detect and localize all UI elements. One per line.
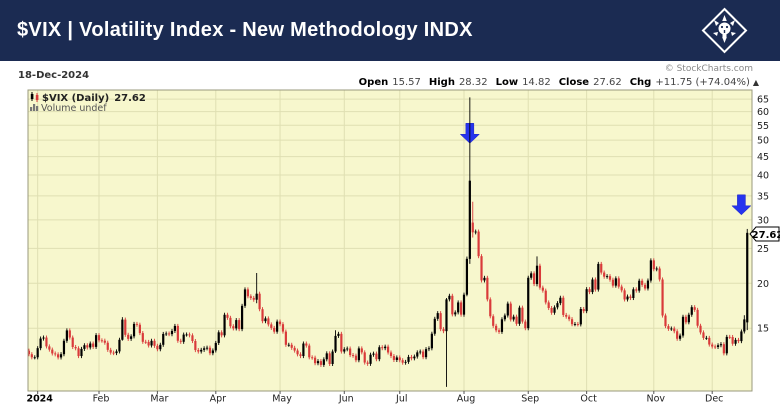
svg-text:Dec: Dec: [705, 394, 723, 405]
svg-text:$VIX (Daily)27.62: $VIX (Daily) 27.62: [42, 93, 146, 104]
svg-text:50: 50: [757, 136, 769, 147]
candlestick-series: [27, 97, 749, 387]
svg-text:Feb: Feb: [93, 394, 110, 405]
plot-area: [28, 90, 752, 391]
svg-text:15: 15: [757, 324, 769, 335]
svg-text:20: 20: [757, 279, 769, 290]
svg-text:Jul: Jul: [395, 394, 407, 405]
svg-text:May: May: [272, 394, 292, 405]
plot-border: [27, 89, 753, 392]
svg-text:60: 60: [757, 107, 769, 118]
page-title: $VIX | Volatility Index - New Methodolog…: [17, 19, 473, 41]
svg-text:35: 35: [757, 191, 769, 202]
volume-label: Volume undef: [41, 103, 107, 114]
chart-date: 18-Dec-2024: [18, 70, 89, 81]
grid-lines: [28, 90, 752, 391]
svg-text:Apr: Apr: [210, 394, 227, 405]
ohlc-summary: Open 15.57 High 28.32 Low 14.82 Close 27.62 Chg +…: [359, 77, 760, 88]
candlestick-icon: [30, 92, 39, 102]
svg-text:30: 30: [757, 215, 769, 226]
svg-text:Nov: Nov: [647, 394, 666, 405]
volume-bars-icon: [30, 104, 39, 111]
svg-text:45: 45: [757, 152, 769, 163]
copyright: © StockCharts.com: [665, 64, 753, 74]
svg-text:25: 25: [757, 244, 769, 255]
svg-text:Sep: Sep: [521, 394, 539, 405]
svg-text:Mar: Mar: [150, 394, 168, 405]
lion-glyph: [713, 15, 736, 43]
x-axis: 2024 Feb Mar Apr May Jun Jul Aug Sep Oct Nov Dec: [26, 391, 723, 405]
svg-text:40: 40: [757, 170, 769, 181]
legend: $VIX (Daily) 27.62 Volume undef: [30, 92, 146, 114]
svg-text:Aug: Aug: [457, 394, 476, 405]
stockcharts-lion-logo: [701, 7, 748, 54]
svg-text:65: 65: [757, 95, 769, 106]
svg-text:55: 55: [757, 121, 769, 132]
svg-text:27.62: 27.62: [752, 230, 780, 241]
svg-text:2024: 2024: [26, 394, 53, 405]
up-triangle-icon: ▲: [753, 78, 760, 87]
svg-text:Oct: Oct: [580, 394, 597, 405]
price-tag: 27.62: [749, 226, 780, 242]
chart-header-banner: $VIX | Volatility Index - New Methodolog…: [0, 0, 780, 61]
svg-text:Jun: Jun: [338, 394, 354, 405]
